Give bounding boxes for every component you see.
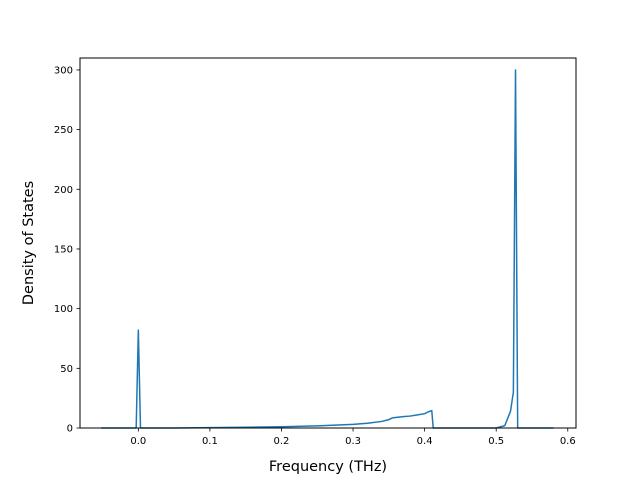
x-tick-label: 0.2: [274, 436, 290, 447]
y-axis-label: Density of States: [21, 181, 37, 305]
x-tick-label: 0.6: [560, 436, 576, 447]
x-tick-label: 0.5: [488, 436, 504, 447]
x-tick-label: 0.1: [202, 436, 218, 447]
y-tick-label: 200: [54, 185, 73, 196]
axes-frame: [79, 57, 577, 429]
x-axis-ticks: 0.0 0.1 0.2 0.3 0.4 0.5 0.6: [130, 428, 576, 447]
x-tick-label: 0.0: [130, 436, 146, 447]
y-tick-label: 250: [54, 125, 73, 136]
y-tick-label: 50: [60, 364, 73, 375]
y-tick-label: 300: [54, 65, 73, 76]
y-axis-ticks: 0 50 100 150 200 250 300: [54, 65, 80, 435]
y-tick-label: 150: [54, 244, 73, 255]
x-tick-label: 0.3: [345, 436, 361, 447]
y-tick-label: 100: [54, 304, 73, 315]
x-axis-label: Frequency (THz): [269, 459, 387, 475]
x-tick-label: 0.4: [417, 436, 433, 447]
y-tick-label: 0: [67, 424, 73, 435]
